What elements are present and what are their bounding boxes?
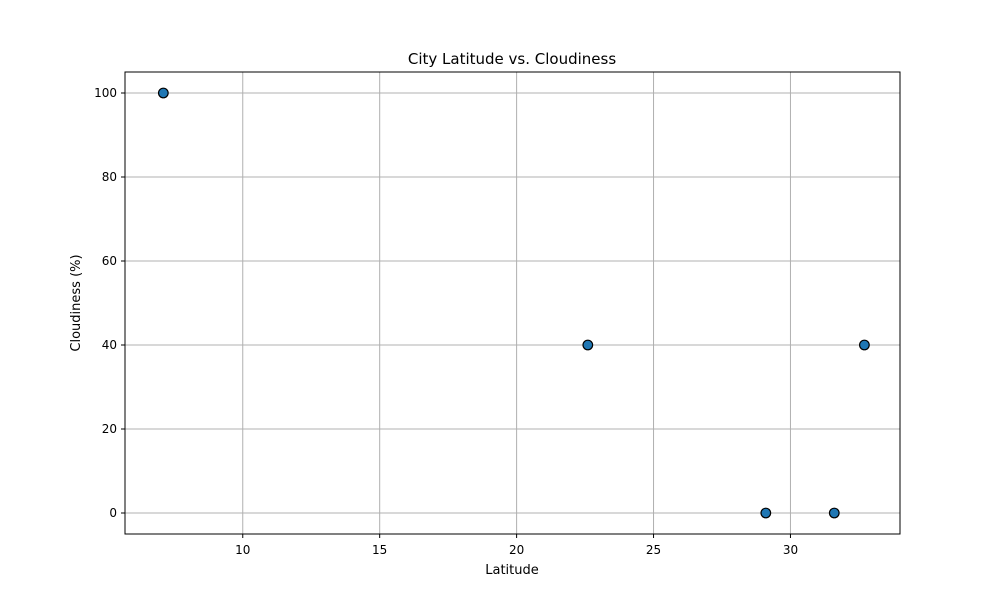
scatter-point [858, 339, 870, 351]
points-layer [157, 87, 870, 519]
grid-layer [125, 72, 900, 534]
scatter-point [157, 87, 169, 99]
x-tick-label: 10 [235, 543, 250, 557]
y-tick-label: 60 [102, 254, 117, 268]
scatter-point [582, 339, 594, 351]
y-tick-label: 100 [94, 86, 117, 100]
y-tick-label: 40 [102, 338, 117, 352]
plot-frame [124, 71, 901, 535]
scatter-point [828, 507, 840, 519]
y-tick-label: 20 [102, 422, 117, 436]
chart-title: City Latitude vs. Cloudiness [408, 50, 616, 68]
x-tick-label: 30 [783, 543, 798, 557]
x-axis-label: Latitude [485, 563, 539, 578]
y-tick-label: 80 [102, 170, 117, 184]
y-axis-label: Cloudiness (%) [69, 254, 84, 351]
y-tick-label: 0 [109, 506, 117, 520]
ticks-layer: 10 15 20 25 30 0 20 40 60 80 100 [94, 86, 798, 557]
x-tick-label: 15 [372, 543, 387, 557]
x-tick-label: 25 [646, 543, 661, 557]
x-tick-label: 20 [509, 543, 524, 557]
scatter-point [760, 507, 772, 519]
